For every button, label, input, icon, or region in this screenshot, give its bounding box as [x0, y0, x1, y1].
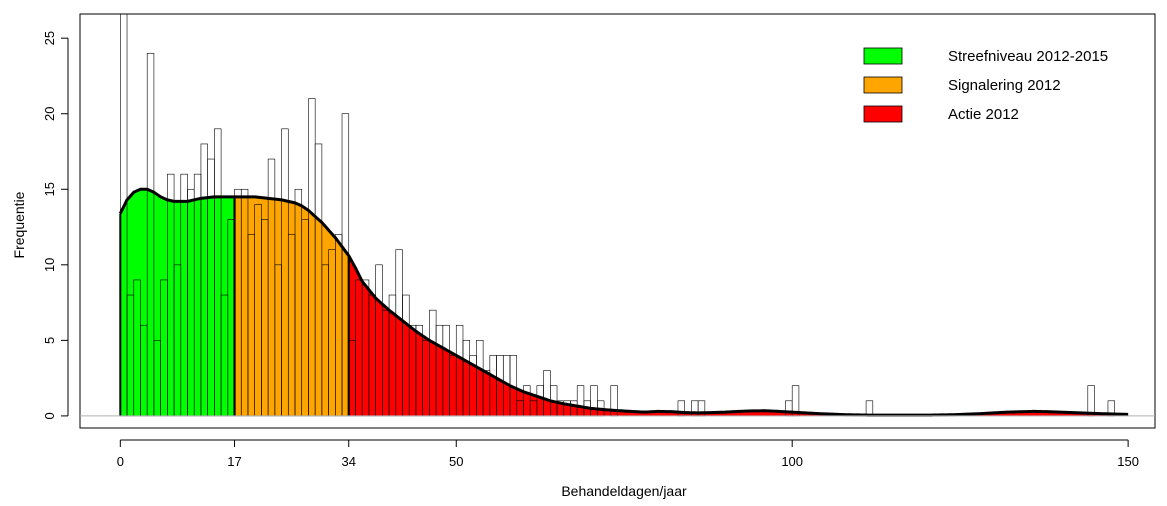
x-tick-label: 50	[449, 454, 463, 469]
segment-fill-2	[234, 196, 349, 416]
segment-fill-1	[120, 189, 235, 416]
density-curve	[118, 187, 1129, 417]
y-tick-label: 15	[42, 182, 57, 196]
legend-label-1: Streefniveau 2012-2015	[948, 48, 1108, 65]
x-tick-label: 150	[1117, 454, 1139, 469]
y-tick-label: 10	[42, 258, 57, 272]
threshold-dividers	[119, 196, 350, 416]
legend-label-3: Actie 2012	[948, 106, 1019, 123]
y-tick-label: 0	[42, 412, 57, 419]
y-tick-label: 25	[42, 31, 57, 45]
x-tick-label: 34	[342, 454, 356, 469]
x-tick-label: 0	[117, 454, 124, 469]
segment-fill-3	[348, 255, 1129, 416]
histogram-bar	[1087, 385, 1095, 417]
legend-swatch-1	[863, 47, 903, 65]
axes: 0 17 34 50 100 150 0 5 10 15 20 25	[42, 13, 1156, 469]
histogram-bars	[120, 14, 1115, 417]
legend-label-2: Signalering 2012	[948, 77, 1061, 94]
x-tick-label: 17	[227, 454, 241, 469]
y-tick-label: 20	[42, 106, 57, 120]
x-tick-label: 100	[781, 454, 803, 469]
y-axis-title: Frequentie	[11, 191, 27, 258]
legend-swatch-2	[863, 76, 903, 94]
x-axis-title: Behandeldagen/jaar	[561, 483, 687, 499]
legend: Streefniveau 2012-2015 Signalering 2012 Ac…	[863, 47, 1108, 123]
density-segment-fills	[120, 189, 1129, 416]
legend-swatch-3	[863, 105, 903, 123]
plot-frame	[79, 13, 1156, 429]
density-curve-layer	[118, 187, 1129, 417]
y-tick-label: 5	[42, 337, 57, 344]
